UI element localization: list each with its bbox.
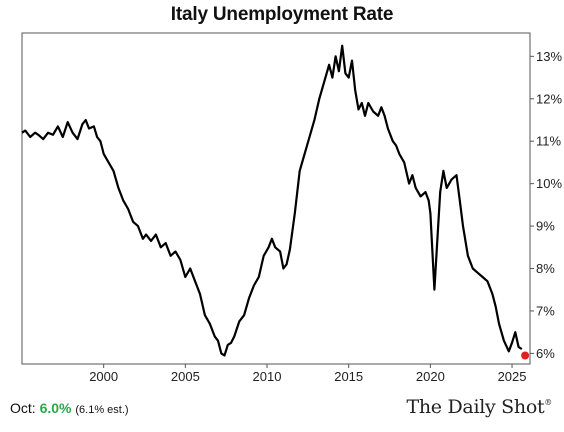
latest-value: 6.0% — [39, 400, 72, 416]
latest-label: Oct: — [10, 400, 36, 416]
latest-value-note: Oct: 6.0% (6.1% est.) — [10, 400, 129, 416]
x-tick-label: 2020 — [416, 369, 445, 384]
latest-estimate: (6.1% est.) — [75, 404, 129, 416]
brand-registered-mark: ® — [544, 398, 552, 407]
x-tick-label: 2005 — [171, 369, 200, 384]
x-axis-ticks: 2000 2005 2010 2015 2020 2025 — [89, 364, 526, 384]
x-tick-label: 2025 — [498, 369, 527, 384]
y-tick-label: 10% — [536, 176, 562, 191]
plot-area-frame — [21, 32, 531, 365]
x-tick-label: 2015 — [334, 369, 363, 384]
latest-value-marker — [521, 351, 530, 360]
y-axis-ticks: 6% 7% 8% 9% 10% 11% 12% 13% — [530, 49, 562, 361]
unemployment-series-line — [21, 44, 523, 357]
y-tick-label: 9% — [536, 219, 555, 234]
x-tick-label: 2000 — [89, 369, 118, 384]
brand-logo: The Daily Shot® — [406, 396, 552, 418]
y-tick-label: 6% — [536, 346, 555, 361]
y-tick-label: 8% — [536, 261, 555, 276]
chart-title: Italy Unemployment Rate — [170, 4, 394, 25]
y-tick-label: 13% — [536, 49, 562, 64]
y-tick-label: 7% — [536, 303, 555, 318]
y-tick-label: 12% — [536, 91, 562, 106]
y-tick-label: 11% — [536, 134, 561, 149]
brand-name: The Daily Shot — [406, 396, 545, 418]
x-tick-label: 2010 — [253, 369, 282, 384]
